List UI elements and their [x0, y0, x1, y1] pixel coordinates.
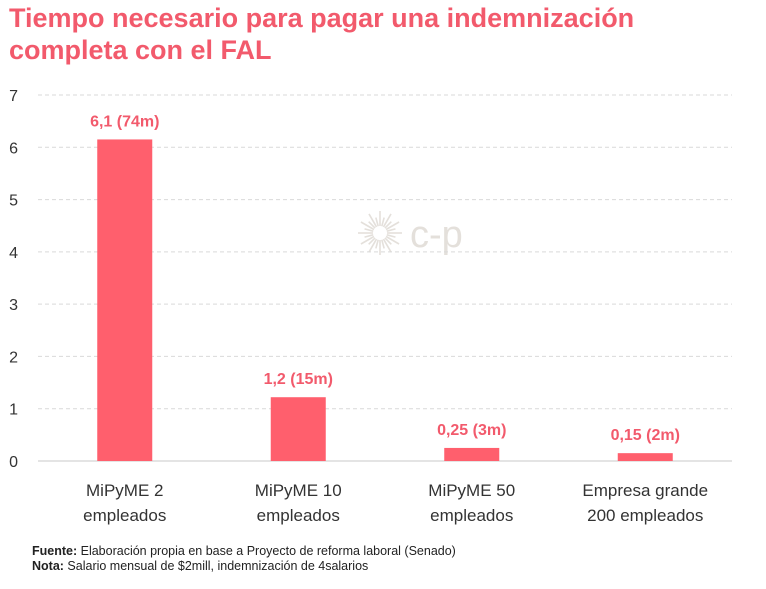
- logo-graphic: c-p: [358, 211, 463, 256]
- bars: [97, 139, 673, 461]
- logo-ray: [384, 221, 392, 229]
- cp-logo: c-p: [356, 205, 480, 266]
- source-line: Fuente: Elaboración propia en base a Pro…: [32, 544, 456, 559]
- note-line: Nota: Salario mensual de $2mill, indemni…: [32, 559, 456, 574]
- logo-text: c-p: [410, 214, 463, 256]
- y-tick-label: 6: [9, 140, 18, 157]
- bar: [617, 453, 673, 461]
- x-tick-label: 200 empleados: [587, 506, 703, 525]
- gridlines: [38, 94, 732, 462]
- bar: [270, 397, 326, 461]
- logo-ray: [375, 217, 379, 227]
- x-tick-label: MiPyME 50: [428, 481, 515, 500]
- y-tick-label: 2: [9, 349, 18, 366]
- logo-ray: [381, 239, 385, 249]
- x-tick-label: MiPyME 10: [255, 481, 342, 500]
- logo-ray: [384, 237, 392, 245]
- x-tick-label: empleados: [430, 506, 513, 525]
- logo-ray: [368, 213, 378, 228]
- y-tick-label: 5: [9, 193, 18, 210]
- x-tick-label: empleados: [257, 506, 340, 525]
- data-label: 6,1 (74m): [90, 113, 159, 130]
- sunburst-icon: [358, 211, 402, 255]
- logo-ray: [360, 235, 375, 245]
- source-text: Elaboración propia en base a Proyecto de…: [77, 544, 456, 558]
- data-label: 0,15 (2m): [611, 427, 680, 444]
- logo-ray: [368, 221, 376, 229]
- logo-ray: [382, 238, 392, 253]
- y-tick-label: 7: [9, 88, 18, 105]
- chart-title-line-1: Tiempo necesario para pagar una indemniz…: [9, 3, 635, 33]
- x-axis-ticks: MiPyME 2 empleados MiPyME 10 empleados MiPyM…: [83, 481, 708, 525]
- logo-ray: [385, 221, 400, 231]
- footnote: Fuente: Elaboración propia en base a Pro…: [32, 544, 456, 574]
- source-label: Fuente:: [32, 544, 78, 558]
- logo-ray: [364, 234, 374, 238]
- logo-ray: [360, 221, 375, 231]
- y-tick-label: 3: [9, 297, 18, 314]
- logo-ray: [386, 228, 396, 232]
- y-tick-label: 1: [9, 402, 18, 419]
- y-axis-ticks: 0 1 2 3 4 5 6 7: [9, 88, 18, 471]
- y-tick-label: 4: [9, 245, 18, 262]
- x-tick-label: MiPyME 2: [86, 481, 163, 500]
- logo-ray: [368, 237, 376, 245]
- logo-ray: [382, 213, 392, 228]
- note-text: Salario mensual de $2mill, indemnización…: [63, 559, 369, 573]
- logo-ray: [381, 217, 385, 227]
- data-label: 0,25 (3m): [437, 422, 506, 439]
- chart-title: Tiempo necesario para pagar una indemniz…: [9, 2, 749, 66]
- data-label: 1,2 (15m): [264, 371, 333, 388]
- x-tick-label: empleados: [83, 506, 166, 525]
- y-tick-label: 0: [9, 454, 18, 471]
- logo-ray: [385, 235, 400, 245]
- logo-ray: [364, 228, 374, 232]
- x-tick-label: Empresa grande: [582, 481, 708, 500]
- bar: [444, 447, 500, 461]
- data-labels: 6,1 (74m) 1,2 (15m) 0,25 (3m) 0,15 (2m): [90, 113, 680, 444]
- note-label: Nota:: [32, 559, 64, 573]
- logo-ray: [386, 234, 396, 238]
- logo-ray: [368, 238, 378, 253]
- chart-title-line-2: completa con el FAL: [9, 35, 272, 65]
- bar: [97, 139, 153, 461]
- logo-ray: [375, 239, 379, 249]
- bar-chart: 0 1 2 3 4 5 6 7 6,1 (74m) 1,2 (15m) 0,25 (3m) 0,15…: [9, 88, 732, 525]
